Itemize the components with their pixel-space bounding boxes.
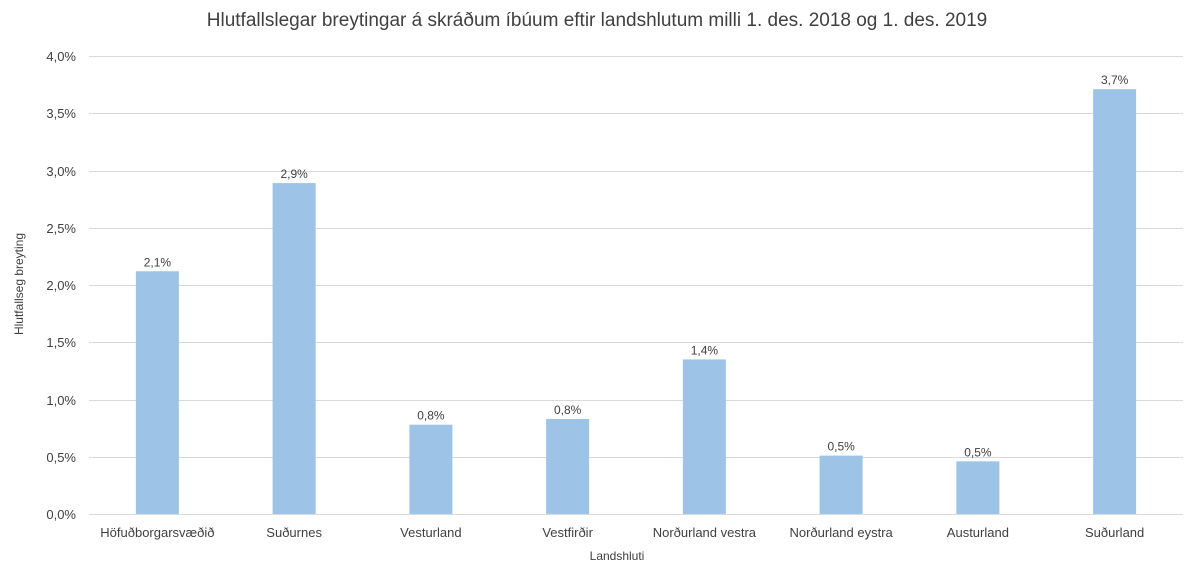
bar bbox=[546, 418, 590, 514]
x-tick-label: Norðurland eystra bbox=[789, 525, 893, 540]
y-axis-title: Hlutfallseg breyting bbox=[12, 233, 26, 335]
x-tick-label: Norðurland vestra bbox=[653, 525, 757, 540]
bar bbox=[135, 271, 179, 514]
y-tick-label: 2,0% bbox=[46, 278, 76, 293]
data-label: 2,9% bbox=[280, 167, 308, 181]
data-labels: 2,1% 2,9% 0,8% 0,8% 1,4% 0,5% 0,5% 3,7% bbox=[144, 73, 1129, 459]
data-label: 0,5% bbox=[827, 440, 855, 454]
bar bbox=[409, 424, 453, 514]
x-axis-ticks: Höfuðborgarsvæðið Suðurnes Vesturland Vestf… bbox=[100, 525, 1144, 540]
data-label: 0,8% bbox=[417, 409, 445, 423]
bars bbox=[135, 89, 1137, 514]
data-label: 2,1% bbox=[144, 255, 172, 269]
gridlines bbox=[89, 56, 1183, 515]
y-tick-label: 3,5% bbox=[46, 106, 76, 121]
data-label: 0,8% bbox=[554, 403, 582, 417]
x-tick-label: Austurland bbox=[947, 525, 1009, 540]
data-label: 3,7% bbox=[1101, 73, 1129, 87]
data-label: 0,5% bbox=[964, 445, 992, 459]
x-axis-title: Landshluti bbox=[590, 549, 645, 563]
bar bbox=[819, 455, 863, 514]
x-tick-label: Suðurland bbox=[1085, 525, 1144, 540]
bar bbox=[1093, 89, 1137, 514]
bar bbox=[956, 461, 1000, 514]
bar bbox=[272, 183, 316, 514]
y-tick-label: 4,0% bbox=[46, 49, 76, 64]
y-tick-label: 1,5% bbox=[46, 335, 76, 350]
x-tick-label: Höfuðborgarsvæðið bbox=[100, 525, 214, 540]
x-tick-label: Suðurnes bbox=[266, 525, 322, 540]
chart-title: Hlutfallslegar breytingar á skráðum íbúu… bbox=[207, 10, 987, 31]
bar bbox=[682, 359, 726, 514]
y-axis-ticks: 0,0% 0,5% 1,0% 1,5% 2,0% 2,5% 3,0% 3,5% 4,0% bbox=[46, 49, 76, 522]
y-tick-label: 3,0% bbox=[46, 164, 76, 179]
y-tick-label: 0,0% bbox=[46, 507, 76, 522]
y-tick-label: 1,0% bbox=[46, 393, 76, 408]
y-tick-label: 2,5% bbox=[46, 221, 76, 236]
y-tick-label: 0,5% bbox=[46, 450, 76, 465]
x-tick-label: Vesturland bbox=[400, 525, 461, 540]
data-label: 1,4% bbox=[691, 343, 719, 357]
x-tick-label: Vestfirðir bbox=[542, 525, 593, 540]
